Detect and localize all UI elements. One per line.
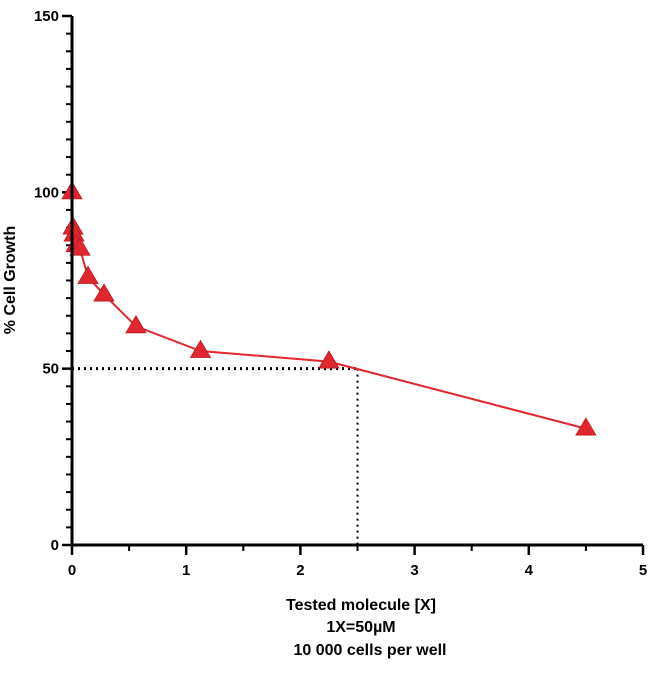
x-tick-label: 2 — [296, 562, 304, 579]
x-tick-label: 4 — [525, 562, 534, 579]
axes — [70, 16, 643, 547]
y-tick-label: 100 — [34, 184, 59, 201]
y-tick-label: 0 — [51, 537, 59, 554]
x-tick-label: 0 — [68, 562, 76, 579]
x-tick-label: 3 — [410, 562, 418, 579]
series-layer — [61, 181, 597, 436]
axis-ticks — [62, 14, 645, 555]
data-point-triangle — [575, 417, 597, 436]
data-point-triangle — [93, 283, 115, 302]
x-tick-label: 1 — [182, 562, 190, 579]
tick-labels: 0 50 100 150 0 1 2 3 4 5 — [34, 8, 647, 579]
data-point-triangle — [318, 350, 340, 369]
y-tick-label: 150 — [34, 8, 59, 25]
data-point-triangle — [69, 237, 91, 256]
data-point-triangle — [77, 265, 99, 284]
data-point-triangle — [189, 339, 212, 358]
series-line — [71, 192, 587, 430]
x-tick-label: 5 — [639, 562, 647, 579]
y-tick-label: 50 — [42, 361, 59, 378]
reference-lines — [72, 367, 359, 545]
x-axis-title-line-2: 1X=50µM — [326, 619, 395, 636]
data-point-triangle — [125, 315, 147, 334]
y-axis-title: % Cell Growth — [2, 226, 19, 334]
x-axis-title-line-1: Tested molecule [X] — [286, 597, 436, 614]
x-axis-title-line-3: 10 000 cells per well — [294, 642, 447, 659]
